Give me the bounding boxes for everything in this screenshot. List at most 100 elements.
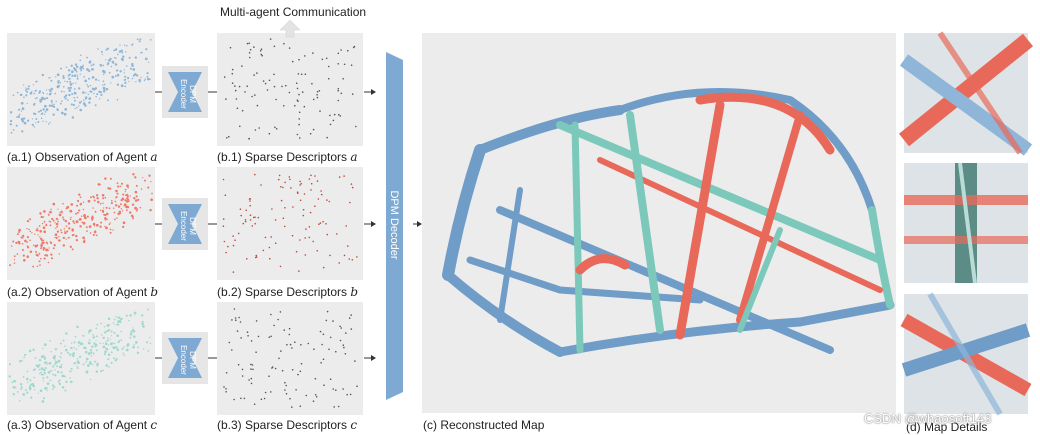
observation-point [26,102,28,104]
observation-point [128,319,130,322]
encoder-label-b-line1: DPM [188,217,197,235]
descriptor-point [312,128,315,131]
descriptor-point [259,50,262,52]
observation-point [64,345,66,347]
observation-point [58,213,62,217]
descriptor-point [280,186,282,188]
observation-point [107,344,110,346]
descriptor-point [285,84,287,87]
observation-point [104,177,107,180]
observation-point [47,261,50,264]
observation-point [47,371,51,374]
observation-point [35,253,38,257]
observation-point [38,225,41,227]
descriptor-point [231,68,234,71]
observation-point [50,351,52,353]
observation-point [92,222,96,226]
observation-point [79,225,82,228]
caption-descriptor-a: (b.1) Sparse Descriptors a [217,150,358,164]
observation-point [140,188,143,190]
observation-points-b [9,173,153,268]
observation-point [112,322,115,324]
descriptor-point [291,347,293,349]
observation-point [132,217,135,220]
observation-point [36,96,38,99]
observation-point [45,241,48,244]
descriptor-point [257,216,260,219]
observation-point [53,355,56,358]
observation-point [40,355,44,359]
observation-point [79,355,82,358]
observation-point [145,48,148,51]
observation-point [135,195,138,198]
descriptor-point [299,370,302,373]
observation-point [116,182,119,185]
observation-point [38,90,42,93]
observation-point [53,244,56,247]
observation-point [100,370,103,373]
descriptor-point [302,208,305,211]
descriptor-point [254,94,256,96]
observation-point [21,130,24,133]
descriptor-point [234,317,237,319]
descriptor-point [249,214,252,216]
observation-point [50,79,53,82]
road-cross-2 [626,111,664,334]
descriptor-point [348,317,351,319]
observation-point [49,340,51,342]
descriptor-point [254,216,256,218]
observation-point [140,76,142,79]
observation-point [20,117,24,121]
observation-point [54,369,56,371]
observation-point [107,358,110,361]
observation-point [114,48,118,51]
observation-point [32,348,35,351]
descriptor-point [283,329,286,331]
observation-point [97,200,100,204]
observation-point [87,341,91,345]
descriptor-point [252,368,254,371]
observation-point [77,199,80,203]
observation-point [132,345,135,349]
observation-point [116,53,119,56]
observation-point [31,232,33,234]
observation-point [119,44,121,46]
descriptor-point [316,90,319,93]
observation-point [37,110,40,113]
observation-point [77,341,80,344]
observation-point [69,73,71,76]
observation-point [90,355,93,357]
observation-point [26,370,29,373]
observation-point [124,191,126,193]
observation-point [149,337,151,339]
descriptor-point [288,327,291,330]
observation-point [19,93,23,97]
observation-point [65,238,67,240]
observation-point [55,222,59,226]
observation-point [102,197,105,200]
observation-point [40,237,43,241]
descriptor-point [253,46,255,48]
descriptor-point [244,91,246,93]
descriptor-point [320,193,323,196]
observation-point [73,362,76,365]
descriptor-point [266,89,269,91]
descriptor-point [342,388,345,390]
observation-point [36,229,39,232]
observation-point [91,67,94,71]
observation-point [123,69,125,71]
observation-point [70,103,73,106]
observation-point [118,210,122,214]
observation-point [88,101,91,104]
observation-point [116,348,119,352]
observation-point [35,80,38,83]
descriptor-point [299,180,301,183]
observation-point [39,100,42,103]
descriptor-point [233,398,235,401]
observation-point [41,242,43,245]
observation-point [106,339,109,342]
observation-point [20,386,23,389]
observation-point [78,105,80,107]
observation-point [92,233,95,236]
